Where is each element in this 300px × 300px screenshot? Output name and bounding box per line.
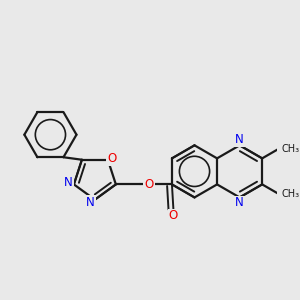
Text: O: O bbox=[144, 178, 154, 191]
Text: O: O bbox=[107, 152, 116, 165]
Text: N: N bbox=[235, 133, 244, 146]
Text: O: O bbox=[169, 209, 178, 223]
Text: N: N bbox=[86, 196, 94, 208]
Text: N: N bbox=[64, 176, 73, 189]
Text: CH₃: CH₃ bbox=[281, 144, 299, 154]
Text: N: N bbox=[235, 196, 244, 209]
Text: CH₃: CH₃ bbox=[281, 189, 299, 199]
